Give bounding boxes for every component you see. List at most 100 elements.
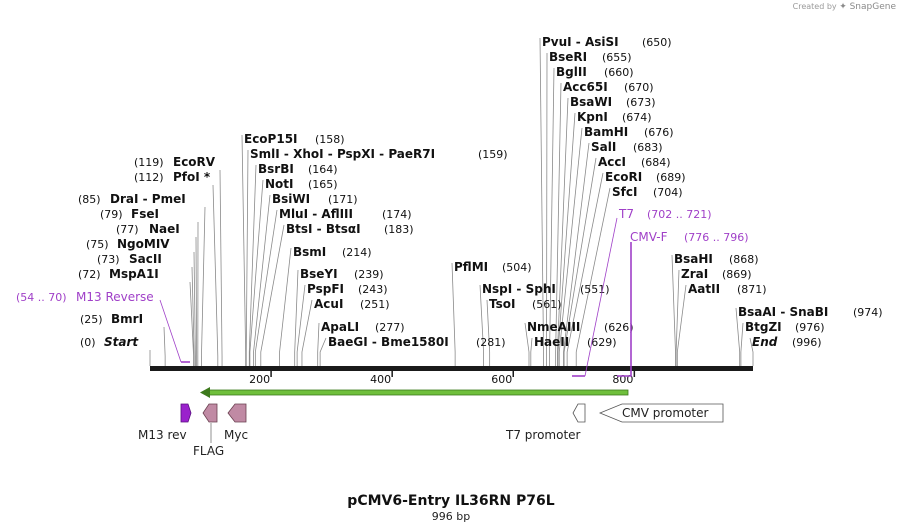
enzyme-position: (72) <box>78 268 101 281</box>
cut-site-leader <box>195 236 198 366</box>
enzyme-site: BseRI (655) <box>549 50 632 64</box>
enzyme-site: BamHI (676) <box>584 125 674 139</box>
enzyme-position: (974) <box>853 306 883 319</box>
snapgene-credit: Created by ✦ SnapGene <box>793 2 896 12</box>
enzyme-site: (79) FseI <box>100 207 159 221</box>
enzyme-position: (164) <box>308 163 338 176</box>
enzyme-site: AatII (871) <box>688 282 767 296</box>
cut-site-leader <box>575 187 611 366</box>
enzyme-position: (561) <box>532 298 562 311</box>
enzyme-name: BamHI <box>584 125 628 139</box>
enzyme-name: BmrI <box>111 312 143 326</box>
enzyme-name: BsrBI <box>258 162 294 176</box>
enzyme-name: PvuI - AsiSI <box>542 35 619 49</box>
cut-site-leader <box>671 254 676 366</box>
enzyme-position: (551) <box>580 283 610 296</box>
cut-site-leader <box>675 269 680 366</box>
cut-site-leader <box>212 184 219 366</box>
enzyme-site: (77) NaeI <box>116 222 180 236</box>
t7-promoter-label: T7 promoter <box>505 428 581 442</box>
enzyme-site: (25) BmrI <box>80 312 143 326</box>
enzyme-name: SacII <box>129 252 162 266</box>
enzyme-name: EcoRV <box>173 155 216 169</box>
cut-site-leader <box>479 284 484 366</box>
cut-site-leader <box>557 97 569 366</box>
enzyme-position: (676) <box>644 126 674 139</box>
enzyme-name: End <box>752 335 778 349</box>
enzyme-position: (73) <box>97 253 120 266</box>
enzyme-position: (277) <box>375 321 405 334</box>
enzyme-name: BtsI - BtsαI <box>286 222 361 236</box>
enzyme-name: PfoI * <box>173 170 211 184</box>
enzyme-name: ZraI <box>681 267 708 281</box>
plasmid-length: 996 bp <box>432 510 470 523</box>
enzyme-site: BaeGI - Bme1580I (281) <box>328 335 506 349</box>
enzyme-position: (112) <box>134 171 164 184</box>
primer-range: (776 .. 796) <box>684 231 749 244</box>
enzyme-position: (281) <box>476 336 506 349</box>
enzyme-site: (75) NgoMIV <box>86 237 170 251</box>
brand-name: SnapGene <box>849 2 896 12</box>
enzyme-name: Start <box>104 335 139 349</box>
primer-name: CMV-F <box>630 230 668 244</box>
enzyme-position: (119) <box>134 156 164 169</box>
enzyme-site: (112) PfoI * <box>134 170 211 184</box>
enzyme-position: (158) <box>315 133 345 146</box>
enzyme-site: BsaAI - SnaBI (974) <box>738 305 883 319</box>
enzyme-site: SfcI (704) <box>612 185 683 199</box>
enzyme-site: MluI - AflIII (174) <box>279 207 412 221</box>
enzyme-name: BsiWI <box>272 192 310 206</box>
enzyme-name: BseRI <box>549 50 587 64</box>
enzyme-position: (674) <box>622 111 652 124</box>
cut-site-leader <box>219 169 223 366</box>
cut-site-leader <box>241 134 247 366</box>
enzyme-site: AccI (684) <box>598 155 671 169</box>
primer-name: M13 Reverse <box>76 290 154 304</box>
enzyme-position: (25) <box>80 313 103 326</box>
enzyme-position: (251) <box>360 298 390 311</box>
cut-site-leader <box>193 251 196 366</box>
enzyme-position: (75) <box>86 238 109 251</box>
enzyme-site: EcoP15I (158) <box>244 132 345 146</box>
cut-site-leader <box>260 224 285 366</box>
enzyme-site: (73) SacII <box>97 252 162 266</box>
enzyme-position: (871) <box>737 283 767 296</box>
cut-site-leaders <box>149 37 754 366</box>
cut-site-leader <box>189 281 194 366</box>
enzyme-position: (85) <box>78 193 101 206</box>
enzyme-name: KpnI <box>577 110 608 124</box>
ruler-tick-label: 600 <box>491 373 512 386</box>
enzyme-site: NotI (165) <box>265 177 338 191</box>
cut-site-leader <box>296 284 306 366</box>
enzyme-site: BsiWI (171) <box>272 192 358 206</box>
enzyme-name: AccI <box>598 155 626 169</box>
enzyme-name: BsaWI <box>570 95 612 109</box>
cut-site-leader <box>549 67 555 366</box>
enzyme-position: (159) <box>478 148 508 161</box>
cut-site-leader <box>201 206 206 366</box>
myc-label: Myc <box>224 428 248 442</box>
enzyme-name: Acc65I <box>563 80 608 94</box>
enzyme-position: (673) <box>626 96 656 109</box>
ruler-ticks: 200 400 600 800 <box>249 371 636 386</box>
enzyme-site: (85) DraI - PmeI <box>78 192 186 206</box>
enzyme-site: SalI (683) <box>591 140 663 154</box>
enzyme-site: BtsI - BtsαI (183) <box>286 222 414 236</box>
enzyme-site: (119) EcoRV <box>134 155 216 169</box>
cut-site-leader <box>740 322 744 366</box>
enzyme-name: FseI <box>131 207 159 221</box>
primer-m13-reverse: (54 .. 70) M13 Reverse <box>16 290 190 363</box>
enzyme-name: MspA1I <box>109 267 159 281</box>
cut-site-leader <box>317 322 320 366</box>
enzyme-name: PflMI <box>454 260 488 274</box>
ruler-tick-label: 400 <box>370 373 391 386</box>
cut-site-leader <box>245 149 249 366</box>
cut-site-leader <box>524 322 530 366</box>
enzyme-site: AcuI (251) <box>314 297 390 311</box>
enzyme-site: ZraI (869) <box>681 267 752 281</box>
enzyme-name: MluI - AflIII <box>279 207 353 221</box>
enzyme-name: EcoP15I <box>244 132 298 146</box>
enzyme-site: (72) MspA1I <box>78 267 159 281</box>
enzyme-name: NgoMIV <box>117 237 170 251</box>
primer-cmv-f: CMV-F (776 .. 796) <box>617 230 749 377</box>
